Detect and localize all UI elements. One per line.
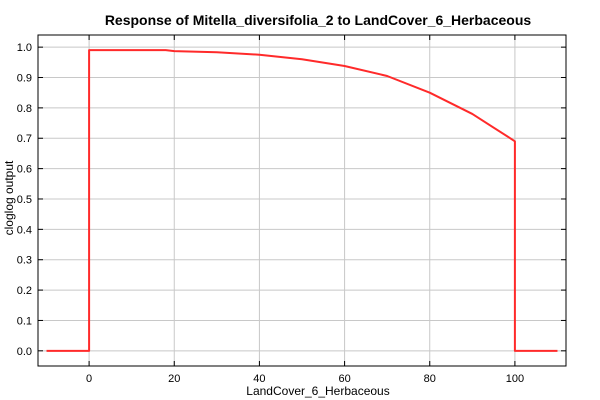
response-curve	[46, 49, 558, 352]
plot-frame	[37, 34, 567, 367]
x-tick-label: 40	[253, 373, 265, 385]
grid-lines	[38, 35, 566, 366]
y-tick-label: 0.4	[17, 224, 32, 236]
y-tick-label: 0.0	[17, 346, 32, 358]
y-tick-label: 0.2	[17, 285, 32, 297]
x-tick-label: 20	[168, 373, 180, 385]
x-tick-label: 100	[506, 373, 524, 385]
y-tick-label: 0.1	[17, 315, 32, 327]
x-tick-label: 0	[86, 373, 92, 385]
y-tick-label: 0.6	[17, 164, 32, 176]
x-axis-label: LandCover_6_Herbaceous	[246, 384, 389, 398]
y-tick-label: 0.3	[17, 255, 32, 267]
y-tick-label: 0.7	[17, 133, 32, 145]
y-tick-label: 1.0	[17, 42, 32, 54]
axis-ticks: 0 20 40 60 80 100 0.0 0.1 0.2 0.3 0.4 0.5 0.6 0.7 0.8 0…	[17, 35, 566, 385]
y-axis-label: cloglog output	[2, 160, 16, 235]
plot-area	[46, 49, 558, 352]
x-tick-label: 60	[338, 373, 350, 385]
x-tick-label: 80	[424, 373, 436, 385]
y-tick-label: 0.8	[17, 103, 32, 115]
y-tick-label: 0.9	[17, 73, 32, 85]
y-tick-label: 0.5	[17, 194, 32, 206]
chart-title: Response of Mitella_diversifolia_2 to La…	[105, 12, 532, 28]
